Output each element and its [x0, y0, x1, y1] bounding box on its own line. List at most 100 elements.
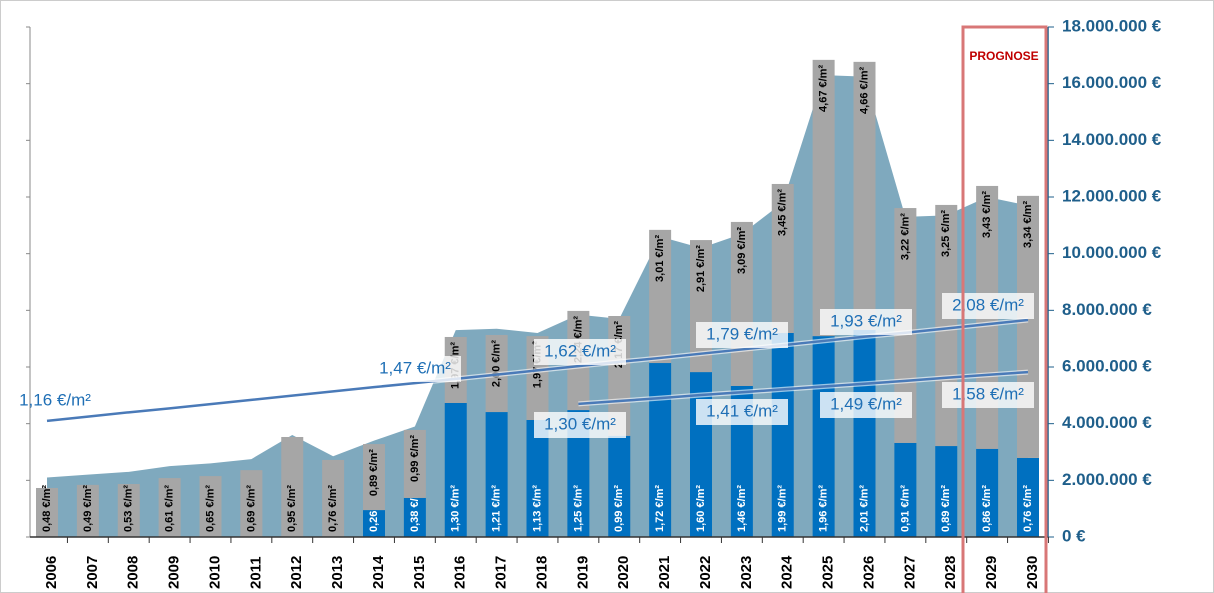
- x-tick-label: 2013: [329, 556, 346, 589]
- x-tick-label: 2024: [779, 555, 796, 589]
- x-tick-label: 2010: [206, 556, 223, 589]
- x-tick-label: 2018: [533, 556, 550, 589]
- trend-line: [46, 318, 1029, 423]
- bar-label: 3,01 €/m²: [654, 235, 666, 282]
- bar: [649, 363, 672, 537]
- trend-label: 1,58 €/m²: [952, 384, 1024, 403]
- trend-label: 1,62 €/m²: [544, 341, 616, 360]
- bar-label: 1,46 €/m²: [736, 485, 748, 532]
- x-tick-label: 2022: [697, 556, 714, 589]
- y-tick-label: 6.000.000 €: [1062, 356, 1152, 375]
- bar-label: 0,76 €/m²: [1022, 485, 1034, 532]
- bar-label: 1,72 €/m²: [654, 485, 666, 532]
- trend-label: 1,16 €/m²: [19, 390, 91, 409]
- x-tick-label: 2028: [942, 556, 959, 589]
- x-tick-label: 2011: [247, 556, 264, 589]
- bar: [199, 476, 222, 537]
- x-tick-label: 2020: [615, 556, 632, 589]
- trend-label: 1,41 €/m²: [706, 401, 778, 420]
- bar-label: 0,65 €/m²: [204, 485, 216, 532]
- bar-label: 3,43 €/m²: [981, 191, 993, 238]
- bar: [526, 419, 549, 537]
- forecast-label: PROGNOSE: [969, 49, 1038, 63]
- x-tick-label: 2023: [738, 556, 755, 589]
- bar-label: 2,00 €/m²: [491, 340, 503, 387]
- bar-label: 1,30 €/m²: [450, 485, 462, 532]
- x-tick-label: 2021: [656, 556, 673, 589]
- bar: [444, 402, 467, 537]
- bar-label: 3,25 €/m²: [940, 210, 952, 257]
- label-box: [696, 322, 788, 348]
- bar-label: 0,91 €/m²: [899, 485, 911, 532]
- bar: [36, 487, 58, 537]
- bar: [567, 410, 590, 537]
- trend-label: 1,93 €/m²: [830, 311, 902, 330]
- label-box: [534, 339, 626, 365]
- bar-label: 3,09 €/m²: [736, 227, 748, 274]
- trend-line: [578, 370, 1029, 406]
- trend-label: 1,79 €/m²: [706, 324, 778, 343]
- bar-label: 0,61 €/m²: [164, 485, 176, 532]
- bar: [117, 484, 140, 537]
- bar-label: 4,67 €/m²: [818, 65, 830, 112]
- x-tick-label: 2030: [1024, 556, 1041, 589]
- trend-label: 1,49 €/m²: [830, 394, 902, 413]
- label-box: [820, 309, 912, 335]
- label-box: [534, 412, 626, 438]
- y-tick-label: 16.000.000 €: [1062, 73, 1162, 92]
- bar-label: 3,22 €/m²: [899, 213, 911, 260]
- label-box: [820, 392, 912, 418]
- label-box: [942, 382, 1034, 408]
- forecast-box: [961, 25, 1048, 593]
- bar-label: 0,48 €/m²: [41, 485, 53, 532]
- bar: [403, 429, 426, 498]
- bar-label: 0,49 €/m²: [82, 485, 94, 532]
- bar-label: 3,34 €/m²: [1022, 201, 1034, 248]
- x-tick-label: 2029: [983, 556, 1000, 589]
- x-tick-label: 2019: [574, 556, 591, 589]
- bar-label: 1,60 €/m²: [695, 485, 707, 532]
- trend-label: 1,47 €/m²: [379, 358, 451, 377]
- bar-label: 0,99 €/m²: [409, 435, 421, 482]
- bar: [771, 183, 794, 333]
- bar: [76, 484, 99, 537]
- trend-label: 2,08 €/m²: [952, 295, 1024, 314]
- x-tick-label: 2008: [125, 556, 142, 589]
- bar-label: 0,86 €/m²: [981, 485, 993, 532]
- bar-label: 0,95 €/m²: [286, 485, 298, 532]
- bar-label: 0,89 €/m²: [368, 449, 380, 496]
- bar: [649, 229, 672, 364]
- bar: [485, 412, 508, 537]
- bar: [976, 448, 999, 537]
- bar: [1017, 457, 1039, 537]
- bar: [281, 436, 304, 537]
- x-tick-label: 2017: [493, 556, 510, 589]
- bar-label: 2,91 €/m²: [695, 245, 707, 292]
- bar: [935, 446, 958, 537]
- bar: [240, 470, 263, 537]
- trend-label: 1,30 €/m²: [544, 414, 616, 433]
- bar-label: 0,69 €/m²: [245, 485, 257, 532]
- bar-label: 1,13 €/m²: [531, 485, 543, 532]
- bar-label: 1,99 €/m²: [777, 485, 789, 532]
- x-tick-label: 2027: [901, 556, 918, 589]
- y-tick-label: 2.000.000 €: [1062, 470, 1152, 489]
- bar-label: 0,99 €/m²: [613, 485, 625, 532]
- label-box: [369, 356, 461, 382]
- y-tick-label: 10.000.000 €: [1062, 243, 1162, 262]
- bar-label: 1,25 €/m²: [572, 485, 584, 532]
- y-tick-label: 0 €: [1062, 526, 1086, 545]
- x-tick-label: 2014: [370, 555, 387, 589]
- bar-label: 4,66 €/m²: [858, 67, 870, 114]
- bar-label: 1,96 €/m²: [818, 485, 830, 532]
- x-tick-label: 2016: [452, 556, 469, 589]
- x-tick-label: 2025: [820, 556, 837, 589]
- y-tick-label: 12.000.000 €: [1062, 186, 1162, 205]
- bar-label: 0,53 €/m²: [123, 485, 135, 532]
- bar: [853, 61, 876, 330]
- y-tick-label: 18.000.000 €: [1062, 16, 1162, 35]
- y-tick-label: 4.000.000 €: [1062, 413, 1152, 432]
- y-tick-label: 8.000.000 €: [1062, 300, 1152, 319]
- bar-label: 0,89 €/m²: [940, 485, 952, 532]
